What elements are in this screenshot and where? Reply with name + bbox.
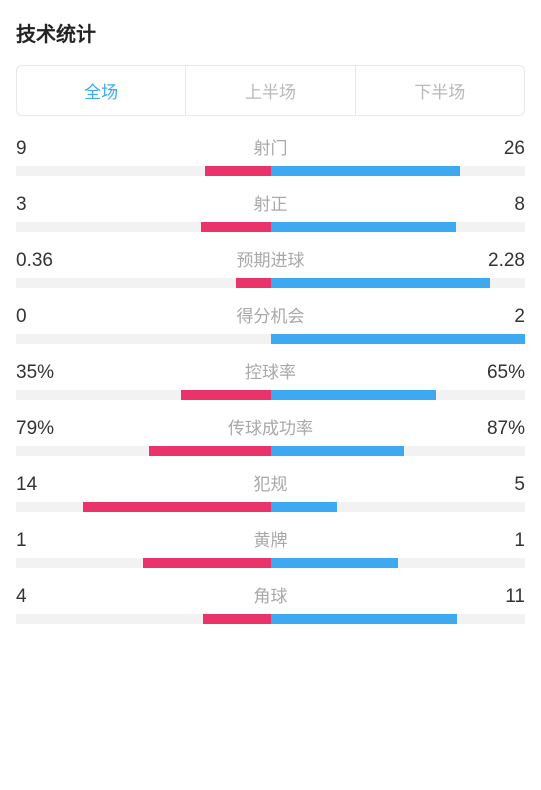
stat-label: 射门 bbox=[66, 134, 475, 159]
stat-label: 预期进球 bbox=[66, 246, 475, 271]
bar-fill-right bbox=[271, 334, 526, 344]
stat-right-value: 5 bbox=[475, 474, 525, 496]
stat-right-value: 87% bbox=[475, 418, 525, 440]
stat-right-value: 11 bbox=[475, 586, 525, 608]
stats-list: 9射门26 3射正8 0.36预期进球2.28 0得分机会2 35%控球率65% 79%传… bbox=[16, 134, 525, 624]
stat-row: 1黄牌1 bbox=[16, 526, 525, 568]
stat-row: 14犯规5 bbox=[16, 470, 525, 512]
stat-left-value: 9 bbox=[16, 138, 66, 160]
stat-bar bbox=[16, 558, 525, 568]
stat-left-value: 3 bbox=[16, 194, 66, 216]
stat-row: 35%控球率65% bbox=[16, 358, 525, 400]
stat-label: 得分机会 bbox=[66, 302, 475, 327]
bar-fill-right bbox=[271, 502, 338, 512]
bar-fill-right bbox=[271, 614, 458, 624]
bar-fill-left bbox=[203, 614, 271, 624]
stat-left-value: 0 bbox=[16, 306, 66, 328]
bar-fill-left bbox=[236, 278, 271, 288]
bar-fill-right bbox=[271, 446, 404, 456]
tabs-container: 全场上半场下半场 bbox=[16, 65, 525, 116]
stat-row: 9射门26 bbox=[16, 134, 525, 176]
bar-fill-left bbox=[143, 558, 270, 568]
stat-label: 犯规 bbox=[66, 470, 475, 495]
bar-fill-right bbox=[271, 558, 398, 568]
bar-fill-right bbox=[271, 222, 456, 232]
stat-bar bbox=[16, 166, 525, 176]
stat-row: 4角球11 bbox=[16, 582, 525, 624]
stat-left-value: 14 bbox=[16, 474, 66, 496]
stat-row: 3射正8 bbox=[16, 190, 525, 232]
tab-2[interactable]: 下半场 bbox=[356, 66, 524, 115]
stat-bar bbox=[16, 222, 525, 232]
bar-fill-left bbox=[181, 390, 270, 400]
stat-label: 传球成功率 bbox=[66, 414, 475, 439]
stat-bar bbox=[16, 614, 525, 624]
stat-label: 射正 bbox=[66, 190, 475, 215]
bar-fill-right bbox=[271, 390, 436, 400]
bar-fill-left bbox=[83, 502, 271, 512]
bar-fill-right bbox=[271, 166, 460, 176]
stat-label: 黄牌 bbox=[66, 526, 475, 551]
stat-label: 控球率 bbox=[66, 358, 475, 383]
bar-fill-right bbox=[271, 278, 491, 288]
stat-bar bbox=[16, 390, 525, 400]
stat-bar bbox=[16, 334, 525, 344]
stat-bar bbox=[16, 502, 525, 512]
stat-bar bbox=[16, 278, 525, 288]
stat-right-value: 1 bbox=[475, 530, 525, 552]
bar-fill-left bbox=[149, 446, 270, 456]
stat-left-value: 1 bbox=[16, 530, 66, 552]
stat-right-value: 65% bbox=[475, 362, 525, 384]
stat-left-value: 4 bbox=[16, 586, 66, 608]
stat-right-value: 8 bbox=[475, 194, 525, 216]
stat-left-value: 35% bbox=[16, 362, 66, 384]
tab-0[interactable]: 全场 bbox=[17, 66, 186, 115]
stat-bar bbox=[16, 446, 525, 456]
stat-label: 角球 bbox=[66, 582, 475, 607]
stat-right-value: 2 bbox=[475, 306, 525, 328]
stat-right-value: 2.28 bbox=[475, 250, 525, 272]
bar-fill-left bbox=[201, 222, 270, 232]
stat-row: 79%传球成功率87% bbox=[16, 414, 525, 456]
stat-left-value: 0.36 bbox=[16, 250, 66, 272]
stat-left-value: 79% bbox=[16, 418, 66, 440]
stat-right-value: 26 bbox=[475, 138, 525, 160]
stat-row: 0得分机会2 bbox=[16, 302, 525, 344]
tab-1[interactable]: 上半场 bbox=[186, 66, 355, 115]
bar-fill-left bbox=[205, 166, 270, 176]
page-title: 技术统计 bbox=[16, 18, 525, 47]
stat-row: 0.36预期进球2.28 bbox=[16, 246, 525, 288]
